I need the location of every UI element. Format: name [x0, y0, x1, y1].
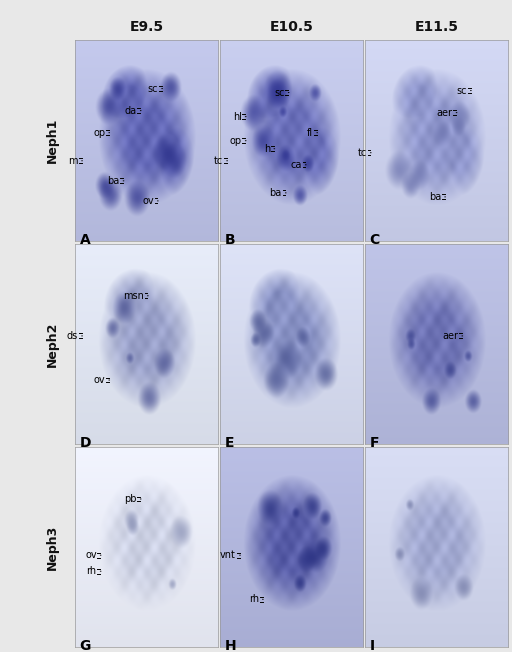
Text: ov: ov [85, 550, 97, 560]
Text: C: C [370, 233, 380, 247]
Text: op: op [93, 128, 105, 138]
Text: ba: ba [270, 188, 282, 198]
Text: op: op [230, 136, 242, 146]
Text: ov: ov [94, 375, 105, 385]
Text: E11.5: E11.5 [415, 20, 459, 35]
Text: tc: tc [357, 148, 367, 158]
Text: ba: ba [108, 176, 120, 186]
Text: E: E [225, 436, 234, 450]
Text: hl: hl [233, 111, 242, 122]
Text: G: G [79, 640, 91, 652]
Text: rh: rh [87, 566, 97, 576]
Text: A: A [79, 233, 90, 247]
Text: pb: pb [124, 494, 137, 504]
Text: ds: ds [67, 331, 78, 341]
Text: Neph1: Neph1 [46, 118, 58, 164]
Text: I: I [370, 640, 375, 652]
Text: aer: aer [437, 108, 453, 117]
Text: Neph2: Neph2 [46, 321, 58, 366]
Text: sc: sc [148, 83, 158, 94]
Text: B: B [225, 233, 235, 247]
Text: E9.5: E9.5 [130, 20, 164, 35]
Text: rh: rh [249, 594, 259, 604]
Text: E10.5: E10.5 [270, 20, 314, 35]
Text: fl: fl [307, 128, 313, 138]
Text: D: D [79, 436, 91, 450]
Text: tc: tc [214, 156, 223, 166]
Text: F: F [370, 436, 379, 450]
Text: H: H [225, 640, 236, 652]
Text: ba: ba [429, 192, 441, 202]
Text: Neph3: Neph3 [46, 524, 58, 570]
Text: msn: msn [123, 291, 144, 301]
Text: ov: ov [142, 196, 154, 206]
Text: aer: aer [442, 331, 458, 341]
Text: h: h [264, 143, 270, 154]
Text: sc: sc [456, 85, 467, 96]
Text: ca: ca [290, 160, 302, 170]
Text: vnt: vnt [220, 550, 236, 560]
Text: m: m [69, 156, 78, 166]
Text: sc: sc [274, 87, 285, 98]
Text: da: da [124, 106, 137, 115]
